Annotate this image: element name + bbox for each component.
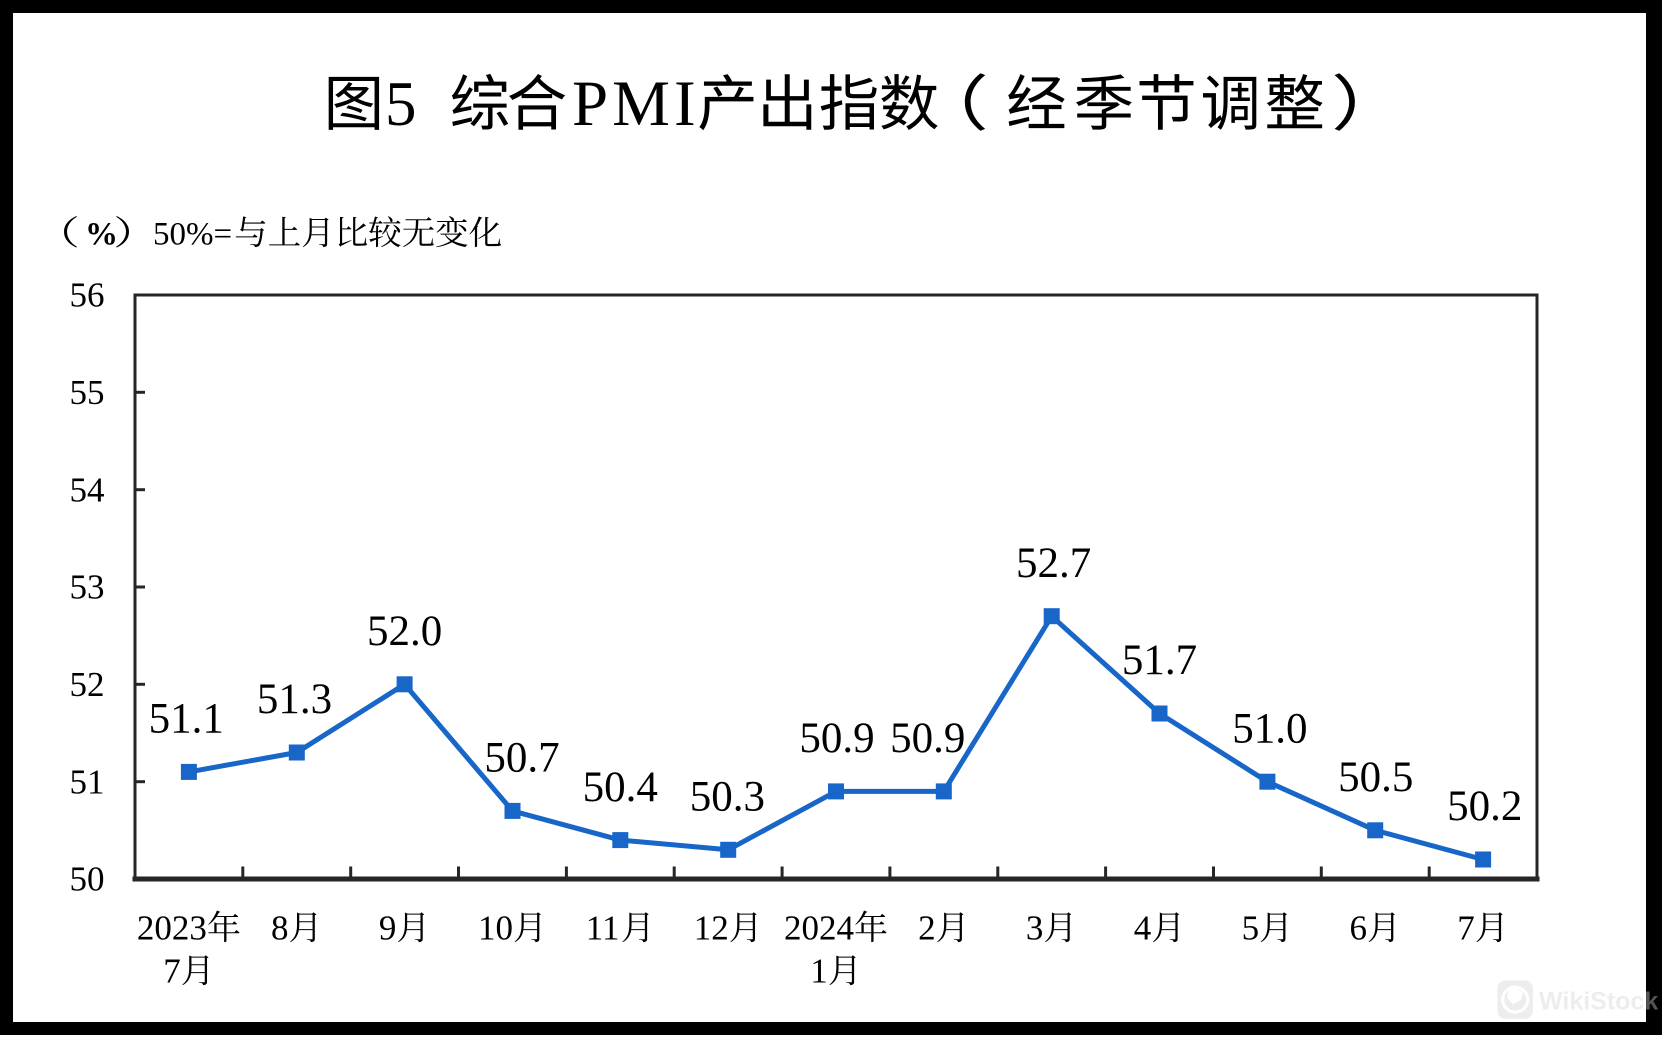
svg-text:50.2: 50.2 <box>1447 783 1522 830</box>
svg-text:4: 4 <box>1134 909 1152 948</box>
svg-text:%: % <box>85 217 118 253</box>
svg-text:8: 8 <box>271 909 289 948</box>
svg-text:56: 56 <box>70 276 105 315</box>
svg-text:50: 50 <box>70 860 105 899</box>
svg-text:5: 5 <box>1242 909 1260 948</box>
svg-text:WikiStock: WikiStock <box>1539 988 1658 1016</box>
svg-text:PMI: PMI <box>572 68 700 140</box>
svg-text:7: 7 <box>1457 909 1475 948</box>
svg-text:54: 54 <box>70 470 105 509</box>
svg-text:11: 11 <box>586 909 620 948</box>
svg-text:3: 3 <box>1026 909 1044 948</box>
svg-text:50.4: 50.4 <box>583 764 658 811</box>
svg-text:50.9: 50.9 <box>890 715 965 762</box>
svg-text:2023: 2023 <box>137 909 207 948</box>
svg-text:2: 2 <box>918 909 936 948</box>
svg-text:12: 12 <box>694 909 729 948</box>
svg-text:7: 7 <box>163 952 181 991</box>
svg-text:2024: 2024 <box>784 909 854 948</box>
svg-text:10: 10 <box>478 909 513 948</box>
svg-text:51.7: 51.7 <box>1122 637 1197 684</box>
svg-text:6: 6 <box>1350 909 1368 948</box>
svg-text:51.1: 51.1 <box>149 696 224 743</box>
svg-text:50%=: 50%= <box>153 217 232 253</box>
svg-text:52.0: 52.0 <box>367 608 442 655</box>
svg-text:50.7: 50.7 <box>484 735 559 782</box>
svg-text:52.7: 52.7 <box>1016 540 1091 587</box>
svg-text:51: 51 <box>70 762 105 801</box>
svg-text:55: 55 <box>70 373 105 412</box>
svg-text:1: 1 <box>810 952 828 991</box>
svg-text:51.0: 51.0 <box>1232 705 1307 752</box>
svg-text:5: 5 <box>385 69 417 139</box>
svg-text:9: 9 <box>379 909 397 948</box>
svg-text:52: 52 <box>70 665 105 704</box>
svg-text:50.9: 50.9 <box>799 715 874 762</box>
svg-text:53: 53 <box>70 568 105 607</box>
svg-text:50.5: 50.5 <box>1338 754 1413 801</box>
svg-text:51.3: 51.3 <box>257 676 332 723</box>
svg-text:50.3: 50.3 <box>690 774 765 821</box>
